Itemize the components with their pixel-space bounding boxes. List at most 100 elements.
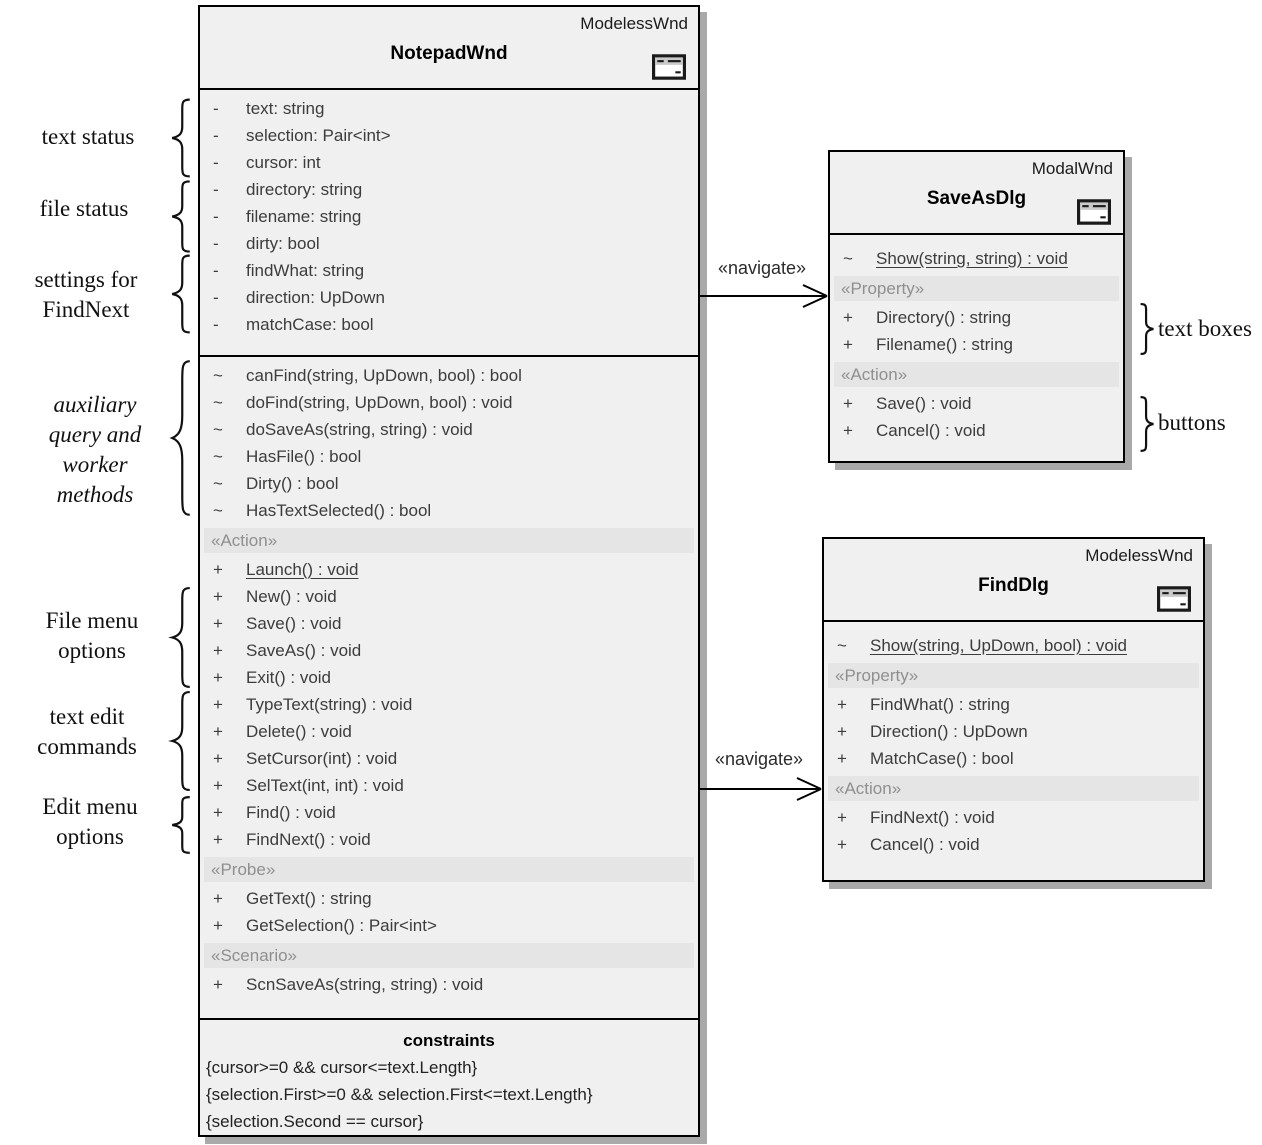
visibility: + bbox=[213, 614, 223, 633]
attribute-signature: text: string bbox=[246, 99, 325, 118]
operation-signature: FindNext() : void bbox=[870, 808, 995, 827]
visibility: ~ bbox=[213, 420, 223, 439]
visibility: + bbox=[837, 749, 847, 768]
operation-signature: FindWhat() : string bbox=[870, 695, 1010, 714]
operation-signature: SetCursor(int) : void bbox=[246, 749, 398, 768]
visibility: - bbox=[213, 315, 219, 334]
operation-row: + Delete() : void bbox=[200, 718, 698, 745]
attribute-row: - matchCase: bool bbox=[200, 311, 698, 338]
operation-signature: Directory() : string bbox=[876, 308, 1012, 327]
annotation-settings-for-findnext: settings for FindNext bbox=[34, 267, 138, 322]
visibility: + bbox=[213, 975, 223, 994]
attribute-row: - cursor: int bbox=[200, 149, 698, 176]
attribute-row: - text: string bbox=[200, 95, 698, 122]
class-notepadwnd[interactable]: ModelessWnd NotepadWnd - text: string - se… bbox=[198, 5, 700, 1137]
class-name: SaveAsDlg bbox=[926, 188, 1027, 209]
operation-signature: ScnSaveAs(string, string) : void bbox=[246, 975, 484, 994]
section-label-action: «Action» bbox=[828, 776, 1199, 801]
visibility: + bbox=[213, 916, 223, 935]
operation-row: + Launch() : void bbox=[200, 556, 698, 583]
operation-row: + Save() : void bbox=[830, 390, 1123, 417]
visibility: - bbox=[213, 153, 219, 172]
operation-row: + MatchCase() : bool bbox=[824, 745, 1203, 772]
visibility: - bbox=[213, 180, 219, 199]
visibility: + bbox=[837, 695, 847, 714]
brace-file-menu bbox=[166, 586, 196, 689]
class-name: FindDlg bbox=[978, 575, 1049, 596]
brace-file-status bbox=[166, 180, 196, 253]
attribute-row: - dirty: bool bbox=[200, 230, 698, 257]
operation-row: + ScnSaveAs(string, string) : void bbox=[200, 971, 698, 998]
operation-row: + SaveAs() : void bbox=[200, 637, 698, 664]
visibility: + bbox=[213, 695, 223, 714]
visibility: + bbox=[213, 560, 223, 579]
attribute-row: - directory: string bbox=[200, 176, 698, 203]
operation-row: + Save() : void bbox=[200, 610, 698, 637]
annotation-text-boxes: text boxes bbox=[1158, 316, 1252, 341]
class-finddlg[interactable]: ModelessWnd FindDlg ~ Show(string, UpDown… bbox=[822, 537, 1205, 882]
annotation-file-menu-options: File menu options bbox=[45, 608, 139, 663]
class-finddlg-header: ModelessWnd FindDlg bbox=[824, 539, 1203, 622]
attribute-signature: selection: Pair<int> bbox=[246, 126, 391, 145]
section-label-action: «Action» bbox=[834, 362, 1119, 387]
visibility: + bbox=[213, 776, 223, 795]
operation-signature: TypeText(string) : void bbox=[246, 695, 413, 714]
operation-row: ~ Dirty() : bool bbox=[200, 470, 698, 497]
constraints-title: constraints bbox=[403, 1031, 495, 1050]
operation-signature: doFind(string, UpDown, bool) : void bbox=[246, 393, 513, 412]
attribute-signature: matchCase: bool bbox=[246, 315, 374, 334]
section-label-probe: «Probe» bbox=[204, 857, 694, 882]
class-name: NotepadWnd bbox=[390, 43, 508, 64]
operation-row: + FindWhat() : string bbox=[824, 691, 1203, 718]
visibility: ~ bbox=[837, 636, 847, 655]
visibility: - bbox=[213, 261, 219, 280]
visibility: + bbox=[213, 749, 223, 768]
operation-row: ~ doSaveAs(string, string) : void bbox=[200, 416, 698, 443]
visibility: ~ bbox=[213, 447, 223, 466]
operation-row: + Filename() : string bbox=[830, 331, 1123, 358]
visibility: + bbox=[837, 808, 847, 827]
brace-settings bbox=[166, 254, 196, 334]
constraint-line: {cursor>=0 && cursor<=text.Length} bbox=[206, 1058, 478, 1077]
operation-row: + FindNext() : void bbox=[824, 804, 1203, 831]
visibility: - bbox=[213, 99, 219, 118]
operation-row: ~ canFind(string, UpDown, bool) : bool bbox=[200, 362, 698, 389]
constraints-compartment: constraints {cursor>=0 && cursor<=text.L… bbox=[200, 1018, 698, 1135]
operation-signature: HasFile() : bool bbox=[246, 447, 362, 466]
attribute-row: - filename: string bbox=[200, 203, 698, 230]
visibility: + bbox=[843, 308, 853, 327]
class-saveasdlg[interactable]: ModalWnd SaveAsDlg ~ Show(string, string)… bbox=[828, 150, 1125, 463]
annotation-text-status: text status bbox=[41, 124, 135, 149]
brace-text-status bbox=[166, 98, 196, 178]
visibility: - bbox=[213, 207, 219, 226]
operation-signature: New() : void bbox=[246, 587, 337, 606]
operation-signature: GetText() : string bbox=[246, 889, 372, 908]
visibility: ~ bbox=[843, 249, 853, 268]
visibility: + bbox=[213, 722, 223, 741]
navigate-label: «navigate» bbox=[714, 749, 804, 769]
class-notepadwnd-header: ModelessWnd NotepadWnd bbox=[200, 7, 698, 90]
brace-edit-menu bbox=[166, 796, 196, 854]
visibility: + bbox=[213, 889, 223, 908]
constraint-line: {selection.First>=0 && selection.First<=… bbox=[206, 1085, 593, 1104]
operation-signature: Cancel() : void bbox=[876, 421, 986, 440]
attribute-signature: cursor: int bbox=[246, 153, 321, 172]
operation-row: ~ HasTextSelected() : bool bbox=[200, 497, 698, 524]
operation-row: + New() : void bbox=[200, 583, 698, 610]
operation-signature: HasTextSelected() : bool bbox=[246, 501, 432, 520]
operation-row: ~ Show(string, string) : void bbox=[830, 245, 1123, 272]
operation-row: + Direction() : UpDown bbox=[824, 718, 1203, 745]
operation-row: + Exit() : void bbox=[200, 664, 698, 691]
operation-signature: SaveAs() : void bbox=[246, 641, 362, 660]
brace-buttons bbox=[1136, 396, 1158, 452]
visibility: + bbox=[213, 668, 223, 687]
window-icon bbox=[1077, 199, 1111, 225]
brace-text-boxes bbox=[1136, 303, 1158, 355]
visibility: + bbox=[213, 641, 223, 660]
brace-auxiliary bbox=[166, 358, 196, 518]
operation-signature: Find() : void bbox=[246, 803, 336, 822]
visibility: ~ bbox=[213, 393, 223, 412]
operation-signature: canFind(string, UpDown, bool) : bool bbox=[246, 366, 522, 385]
attribute-signature: findWhat: string bbox=[246, 261, 365, 280]
operation-signature: Cancel() : void bbox=[870, 835, 980, 854]
